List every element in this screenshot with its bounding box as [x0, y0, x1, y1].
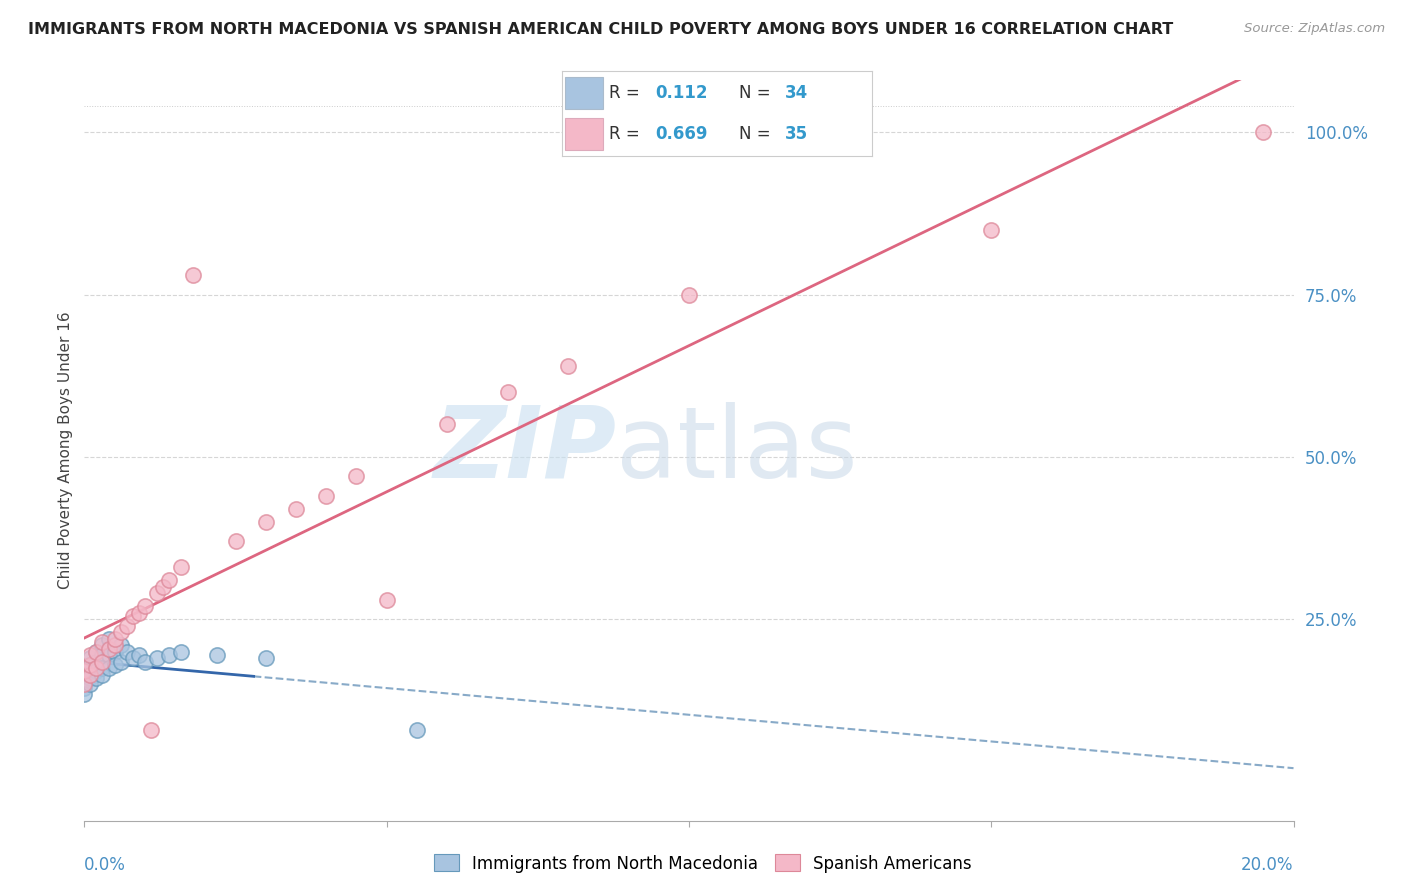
Point	[86, 665, 108, 679]
Text: 0.112: 0.112	[655, 85, 707, 103]
Point	[97, 641, 120, 656]
Point	[254, 651, 277, 665]
Point	[97, 661, 120, 675]
Text: N =: N =	[738, 85, 776, 103]
Text: R =: R =	[609, 125, 645, 143]
Text: 20.0%: 20.0%	[1241, 856, 1294, 874]
Point	[110, 638, 132, 652]
Text: ZIP: ZIP	[433, 402, 616, 499]
Point	[207, 648, 229, 662]
Point	[104, 638, 127, 652]
Point	[146, 586, 169, 600]
Point	[152, 580, 174, 594]
Point	[496, 384, 519, 399]
Text: 0.0%: 0.0%	[84, 856, 127, 874]
Point	[91, 661, 114, 675]
Point	[86, 645, 108, 659]
FancyBboxPatch shape	[565, 118, 603, 150]
FancyBboxPatch shape	[565, 78, 603, 110]
Point	[79, 671, 101, 685]
Point	[678, 287, 700, 301]
Point	[436, 417, 458, 432]
Point	[86, 645, 108, 659]
Point	[134, 655, 156, 669]
Point	[104, 657, 127, 672]
Text: R =: R =	[609, 85, 645, 103]
Point	[73, 681, 96, 695]
Point	[157, 574, 180, 588]
Point	[254, 515, 277, 529]
Point	[157, 648, 180, 662]
Point	[121, 651, 143, 665]
Point	[315, 489, 337, 503]
Point	[170, 645, 193, 659]
Point	[557, 359, 579, 373]
Text: 34: 34	[785, 85, 808, 103]
Point	[110, 625, 132, 640]
Point	[79, 651, 101, 665]
Point	[73, 661, 96, 675]
Point	[79, 648, 101, 662]
Point	[73, 677, 96, 691]
Point	[91, 667, 114, 681]
Point	[79, 677, 101, 691]
Point	[91, 648, 114, 662]
Point	[128, 606, 150, 620]
Point	[375, 592, 398, 607]
Point	[104, 632, 127, 646]
Text: 35: 35	[785, 125, 808, 143]
Point	[97, 632, 120, 646]
Point	[91, 635, 114, 649]
Point	[86, 661, 108, 675]
Point	[79, 657, 101, 672]
Text: atlas: atlas	[616, 402, 858, 499]
Legend: Immigrants from North Macedonia, Spanish Americans: Immigrants from North Macedonia, Spanish…	[427, 847, 979, 880]
Point	[86, 655, 108, 669]
Text: IMMIGRANTS FROM NORTH MACEDONIA VS SPANISH AMERICAN CHILD POVERTY AMONG BOYS UND: IMMIGRANTS FROM NORTH MACEDONIA VS SPANI…	[28, 22, 1174, 37]
Point	[104, 645, 127, 659]
Point	[1253, 125, 1275, 139]
Point	[980, 222, 1002, 236]
Point	[346, 469, 368, 483]
Point	[79, 657, 101, 672]
Point	[97, 648, 120, 662]
Point	[73, 665, 96, 679]
Point	[91, 638, 114, 652]
Text: Source: ZipAtlas.com: Source: ZipAtlas.com	[1244, 22, 1385, 36]
Point	[128, 648, 150, 662]
Point	[121, 609, 143, 624]
Point	[181, 268, 204, 282]
Point	[110, 655, 132, 669]
Point	[86, 671, 108, 685]
Point	[146, 651, 169, 665]
Point	[91, 655, 114, 669]
Point	[225, 534, 247, 549]
Point	[79, 667, 101, 681]
Point	[406, 723, 429, 737]
Point	[285, 502, 308, 516]
Point	[115, 645, 138, 659]
Y-axis label: Child Poverty Among Boys Under 16: Child Poverty Among Boys Under 16	[58, 311, 73, 590]
Point	[139, 723, 162, 737]
Point	[73, 687, 96, 701]
Point	[134, 599, 156, 614]
Point	[73, 667, 96, 681]
Point	[170, 560, 193, 574]
Point	[115, 619, 138, 633]
Text: 0.669: 0.669	[655, 125, 707, 143]
Text: N =: N =	[738, 125, 776, 143]
Point	[73, 673, 96, 688]
